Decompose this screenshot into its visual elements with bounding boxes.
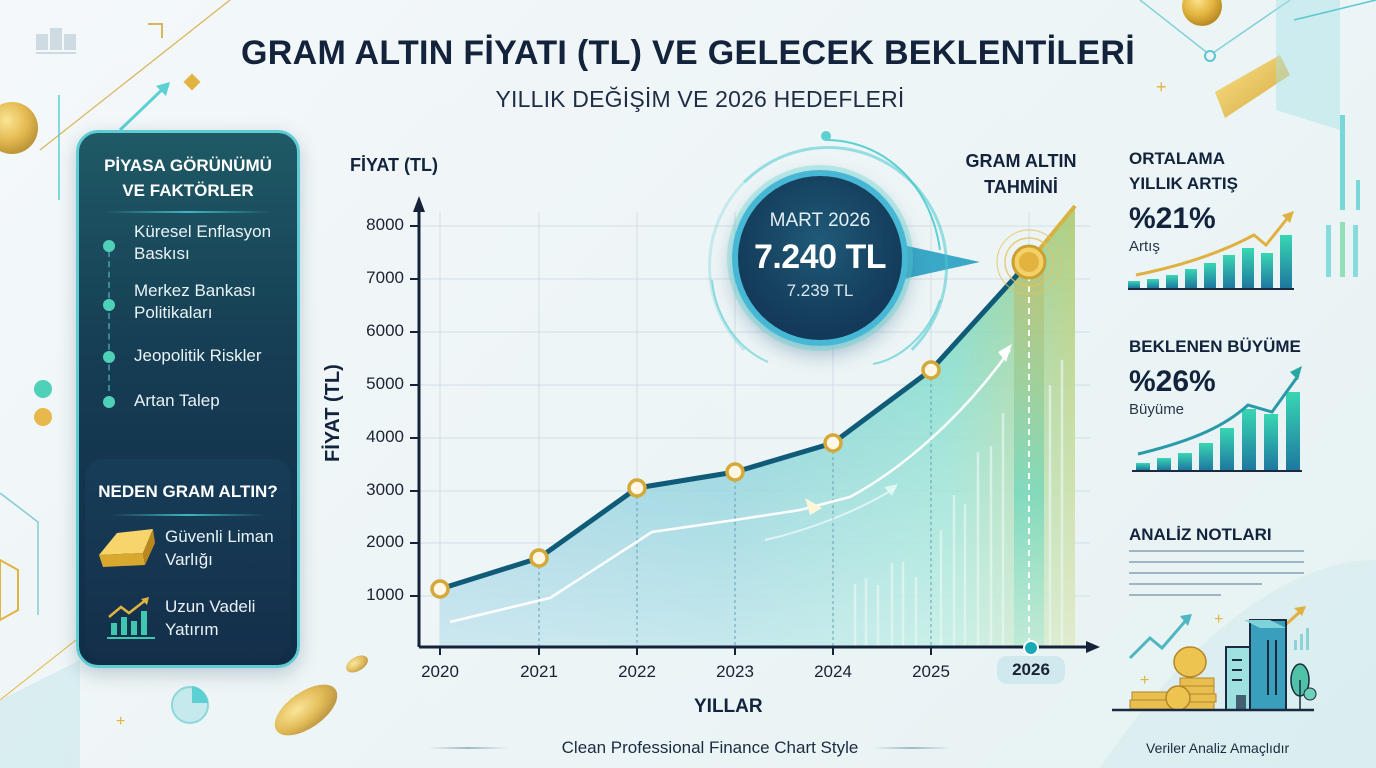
- finance-illustration-icon: + +: [1112, 606, 1317, 712]
- reason-label: Güvenli Liman Varlığı: [165, 527, 274, 569]
- x-tick: 2023: [716, 662, 754, 681]
- reason-label: Uzun Vadeli Yatırım: [165, 597, 256, 639]
- y-axis-title: FİYAT (TL): [350, 155, 438, 175]
- y-tick-5000: 5000: [366, 374, 404, 393]
- svg-text:+: +: [116, 713, 125, 730]
- note-line: [1129, 550, 1304, 552]
- disclaimer: Veriler Analiz Amaçlıdır: [1146, 740, 1290, 756]
- y-tick-7000: 7000: [366, 268, 404, 287]
- market-outlook-title-line2: VE FAKTÖRLER: [122, 181, 254, 200]
- factor-label: Artan Talep: [134, 391, 220, 410]
- avg-caption: Artış: [1129, 238, 1160, 255]
- y-tick-1000: 1000: [366, 585, 404, 604]
- market-outlook-title-line1: PİYASA GÖRÜNÜMÜ: [104, 156, 272, 175]
- x-tick: 2024: [814, 662, 852, 681]
- timeline-connector: [108, 251, 110, 391]
- x-tick: 2025: [912, 662, 950, 681]
- divider: [105, 211, 271, 213]
- page-title: GRAM ALTIN FİYATI (TL) VE GELECEK BEKLEN…: [240, 34, 1135, 72]
- analysis-notes-widget: ANALİZ NOTLARI: [1129, 522, 1272, 547]
- x-tick: 2021: [520, 662, 558, 681]
- avg-value: %21%: [1129, 202, 1216, 235]
- style-note: Clean Professional Finance Chart Style: [561, 738, 859, 757]
- bullet-dot-icon: [103, 396, 115, 408]
- x-tick: 2022: [618, 662, 656, 681]
- avg-mini-bar-chart: [1128, 211, 1294, 290]
- avg-title-line2: YILLIK ARTIŞ: [1129, 174, 1238, 193]
- y-tick-4000: 4000: [366, 427, 404, 446]
- callout-value: 7.240 TL: [753, 238, 887, 276]
- why-gram-gold-title: NEDEN GRAM ALTIN?: [98, 482, 278, 501]
- market-factors-panel: PİYASA GÖRÜNÜMÜ VE FAKTÖRLER Küresel Enf…: [76, 130, 300, 668]
- x-tick-highlight: 2026: [997, 656, 1065, 684]
- avg-title-line1: ORTALAMA: [1129, 149, 1225, 168]
- factor-label: Merkez Bankası Politikaları: [134, 281, 256, 322]
- svg-text:+: +: [1140, 672, 1149, 689]
- note-line: [1129, 572, 1304, 574]
- growth-caption: Büyüme: [1129, 401, 1185, 418]
- y-tick-6000: 6000: [366, 321, 404, 340]
- notes-title: ANALİZ NOTLARI: [1129, 525, 1272, 544]
- divider: [111, 514, 265, 516]
- x-axis-title: YILLAR: [694, 696, 763, 717]
- note-line: [1129, 583, 1262, 585]
- page-subtitle: YILLIK DEĞİŞİM VE 2026 HEDEFLERİ: [495, 86, 905, 112]
- bullet-dot-icon: [103, 299, 115, 311]
- footer-divider-right: [872, 747, 952, 749]
- expected-growth-widget: BEKLENEN BÜYÜME %26% Büyüme: [1129, 334, 1329, 418]
- bullet-dot-icon: [103, 351, 115, 363]
- note-line: [1129, 594, 1221, 596]
- callout-period: MART 2026: [769, 210, 871, 231]
- gold-bar-icon: [99, 529, 155, 567]
- y-tick-3000: 3000: [366, 480, 404, 499]
- market-outlook-section: PİYASA GÖRÜNÜMÜ VE FAKTÖRLER Küresel Enf…: [79, 133, 297, 438]
- why-gram-gold-section: NEDEN GRAM ALTIN? Güvenli Liman Varlığı: [85, 459, 291, 659]
- callout-secondary-value: 7.239 TL: [786, 281, 854, 300]
- y-tick-2000: 2000: [366, 532, 404, 551]
- growth-title: BEKLENEN BÜYÜME: [1129, 337, 1301, 356]
- avg-annual-increase-widget: ORTALAMA YILLIK ARTIŞ %21% Artış: [1129, 146, 1309, 255]
- svg-text:+: +: [1156, 77, 1167, 97]
- svg-text:+: +: [1214, 611, 1223, 628]
- x-tick: 2020: [421, 662, 459, 681]
- data-markers: [430, 360, 941, 599]
- callout-ring: [708, 146, 948, 386]
- note-line: [1129, 561, 1304, 563]
- growth-chart-icon: [107, 597, 155, 639]
- footer-divider-left: [428, 747, 508, 749]
- bullet-dot-icon: [103, 240, 115, 252]
- forecast-label: GRAM ALTIN TAHMİNİ: [965, 151, 1077, 197]
- y-tick-8000: 8000: [366, 215, 404, 234]
- growth-mini-bar-chart: [1132, 366, 1302, 472]
- growth-value: %26%: [1129, 365, 1216, 398]
- forecast-callout: MART 2026 7.240 TL 7.239 TL: [732, 170, 908, 346]
- factor-label: Jeopolitik Riskler: [134, 346, 262, 365]
- factor-label: Küresel Enflasyon Baskısı: [134, 222, 272, 263]
